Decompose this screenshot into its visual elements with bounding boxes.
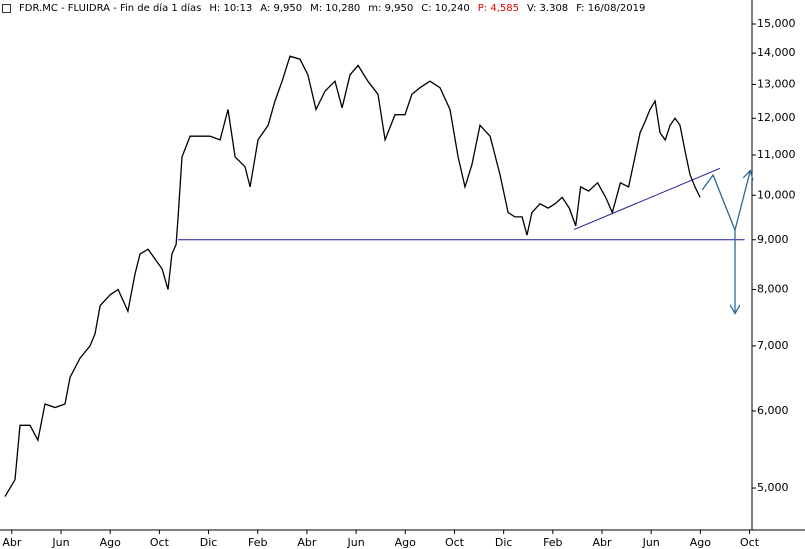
y-tick-label: 15,000 (757, 17, 796, 30)
x-tick-label: Dic (495, 536, 513, 549)
annotation-line (573, 167, 721, 231)
icon (2, 3, 11, 13)
x-tick-label: Abr (297, 536, 317, 549)
x-tick-label: Dic (200, 536, 218, 549)
info-item: m: 9,950 (368, 2, 414, 14)
y-tick-label: 5,000 (757, 481, 789, 494)
y-tick-label: 9,000 (757, 233, 789, 246)
info-item: V: 3.308 (526, 2, 569, 14)
x-tick-label: Ago (690, 536, 712, 549)
info-item: M: 10,280 (310, 2, 361, 14)
y-tick-label: 8,000 (757, 283, 789, 296)
info-item: H: 10:13 (209, 2, 253, 14)
title: FDR.MC - FLUIDRA - Fin de día 1 días (19, 2, 202, 14)
x-tick-label: Abr (2, 536, 22, 549)
y-tick-label: 7,000 (757, 339, 789, 352)
x-tick-label: Ago (100, 536, 122, 549)
x-tick-label: Ago (395, 536, 417, 549)
info-item: A: 9,950 (260, 2, 303, 14)
y-tick-label: 6,000 (757, 404, 789, 417)
y-tick-label: 14,000 (757, 46, 796, 59)
y-tick-label: 10,000 (757, 188, 796, 201)
y-tick-label: 12,000 (757, 111, 796, 124)
price-line (4, 55, 701, 497)
info-item: F: 16/08/2019 (576, 2, 646, 14)
x-tick-label: Jun (51, 536, 69, 549)
x-tick-label: Oct (445, 536, 465, 549)
info-item: C: 10,240 (421, 2, 470, 14)
x-tick-label: Feb (543, 536, 562, 549)
x-tick-label: Oct (740, 536, 760, 549)
annotation-line (701, 172, 750, 233)
x-tick-label: Jun (347, 536, 365, 549)
y-tick-label: 11,000 (757, 148, 796, 161)
x-tick-label: Jun (642, 536, 660, 549)
x-tick-label: Oct (150, 536, 170, 549)
y-tick-label: 13,000 (757, 77, 796, 90)
x-tick-label: Feb (248, 536, 267, 549)
header: FDR.MC - FLUIDRA - Fin de día 1 días H: 1… (0, 0, 645, 16)
x-tick-label: Abr (592, 536, 612, 549)
info-item: P: 4,585 (477, 2, 519, 14)
